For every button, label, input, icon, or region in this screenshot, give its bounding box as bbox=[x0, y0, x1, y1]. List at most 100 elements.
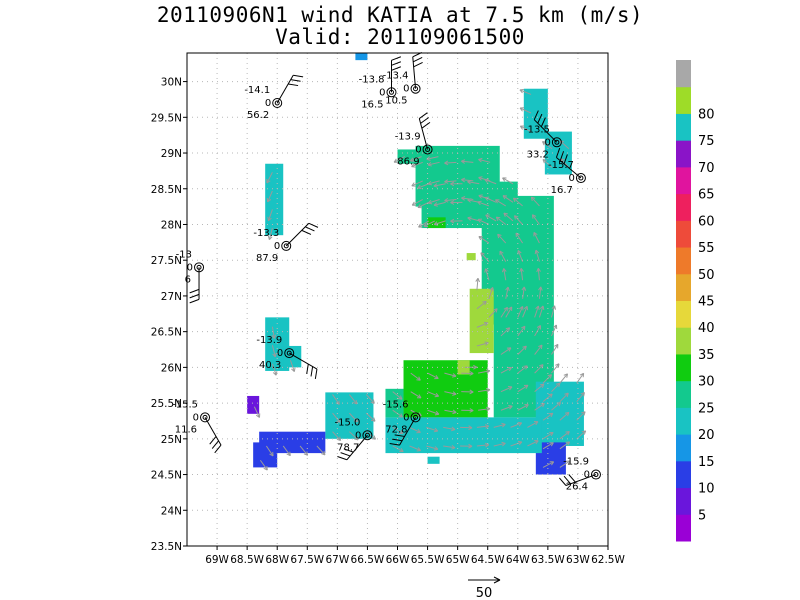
y-tick-label: 25N bbox=[161, 434, 182, 446]
x-tick-label: 63W bbox=[566, 554, 590, 566]
wind-vector bbox=[533, 232, 540, 244]
reference-vector: 50 bbox=[468, 576, 501, 600]
y-tick-label: 24N bbox=[161, 505, 182, 517]
wind-vector-head bbox=[416, 428, 421, 434]
wind-vector bbox=[417, 201, 429, 208]
wind-vector bbox=[426, 156, 439, 160]
wind-vector-head bbox=[519, 88, 524, 94]
wind-vector bbox=[253, 406, 260, 418]
wind-vector bbox=[517, 325, 526, 337]
wind-vector bbox=[538, 286, 542, 299]
station-pressure-label: -13.3 bbox=[253, 228, 279, 239]
wind-vector-head bbox=[433, 183, 438, 188]
colorbar-swatch bbox=[676, 113, 691, 141]
wind-vector bbox=[576, 430, 586, 440]
wind-barb-staff bbox=[346, 434, 368, 461]
wind-vector bbox=[427, 391, 439, 397]
wind-vector-head bbox=[547, 374, 553, 379]
wind-barb-staff bbox=[565, 474, 597, 486]
colorbar-label: 60 bbox=[698, 214, 715, 229]
station-ring-inner bbox=[286, 350, 292, 356]
wind-vector bbox=[520, 268, 524, 281]
wind-vector bbox=[316, 445, 326, 456]
station-pressure-label: -15.7 bbox=[548, 160, 574, 171]
colorbar-swatch bbox=[676, 60, 691, 88]
wind-vector bbox=[410, 372, 421, 381]
wind-barb-staff bbox=[285, 222, 310, 247]
observation-station: -15.7 016.7 bbox=[548, 147, 586, 196]
colorbar-label: 40 bbox=[698, 321, 715, 336]
station-ring-inner bbox=[578, 175, 584, 181]
station-value-label: 10.5 bbox=[385, 96, 407, 107]
wind-vector-head bbox=[519, 107, 525, 112]
wind-vector bbox=[542, 432, 554, 440]
wind-vector-head bbox=[522, 345, 527, 351]
station-pressure-label: -15.6 bbox=[383, 399, 409, 410]
wind-vector bbox=[542, 461, 554, 468]
wind-vector bbox=[500, 347, 512, 355]
wind-vector-head bbox=[579, 372, 585, 378]
wind-vector bbox=[510, 422, 522, 428]
wind-vector-head bbox=[480, 252, 485, 257]
wind-barb-feather bbox=[189, 298, 200, 304]
wind-vector-head bbox=[267, 235, 273, 240]
wind-vector bbox=[497, 233, 507, 244]
wind-vector bbox=[538, 305, 544, 318]
wind-vector-head bbox=[499, 250, 504, 256]
wind-vector bbox=[537, 268, 540, 281]
wind-vector bbox=[559, 411, 570, 421]
wind-barb-feather bbox=[540, 117, 546, 127]
wind-vector-head bbox=[540, 402, 545, 408]
wind-vector-head bbox=[523, 365, 528, 370]
wind-vector bbox=[542, 412, 554, 421]
observation-station: -13.3 087.9 bbox=[253, 222, 319, 264]
wind-speed-field bbox=[247, 53, 584, 475]
wind-vector-head bbox=[486, 406, 491, 412]
wind-vector bbox=[411, 180, 423, 187]
station-value-label: 6 bbox=[185, 274, 191, 285]
wind-barb-feather bbox=[310, 366, 314, 377]
wind-barb-feather bbox=[211, 440, 219, 449]
station-ring-outer bbox=[362, 430, 373, 441]
station-ring-outer bbox=[200, 412, 211, 423]
wind-vector bbox=[551, 324, 557, 337]
wind-vector bbox=[332, 431, 342, 441]
wind-vector-head bbox=[271, 334, 277, 339]
wind-vector bbox=[500, 327, 511, 337]
wind-vector-head bbox=[517, 421, 523, 427]
wind-vector bbox=[503, 212, 514, 222]
wind-vector bbox=[268, 227, 273, 240]
wind-vector bbox=[484, 179, 497, 185]
wind-vector bbox=[411, 199, 423, 206]
wind-vector-head bbox=[478, 235, 483, 241]
station-value-label: 56.2 bbox=[247, 110, 269, 121]
wind-barb-feather bbox=[412, 52, 422, 58]
wind-vector bbox=[551, 344, 559, 355]
y-tick-label: 28.5N bbox=[151, 184, 182, 196]
wind-vector-head bbox=[484, 178, 489, 183]
wind-vector bbox=[517, 365, 528, 374]
wind-vector bbox=[534, 402, 545, 411]
station-value-label: 40.3 bbox=[259, 360, 281, 371]
wind-vector bbox=[534, 364, 544, 374]
wind-vector-head bbox=[563, 373, 569, 378]
x-tick-label: 64.5W bbox=[471, 554, 505, 566]
station-zero-label: 0 bbox=[277, 348, 283, 359]
wind-vector bbox=[426, 445, 439, 450]
wind-vector-head bbox=[519, 125, 525, 130]
wind-vector-head bbox=[535, 305, 540, 311]
wind-barb-feather bbox=[533, 110, 539, 120]
wind-vector bbox=[530, 196, 540, 207]
wind-speed-cell bbox=[469, 288, 494, 354]
wind-barb-feather bbox=[537, 113, 543, 124]
wind-speed-cell bbox=[247, 395, 260, 414]
wind-vector bbox=[514, 215, 523, 225]
wind-vector-head bbox=[521, 325, 526, 331]
wind-vector bbox=[349, 431, 359, 441]
wind-barb-feather bbox=[308, 222, 319, 228]
colorbar-swatch bbox=[676, 140, 691, 168]
wind-vector bbox=[289, 360, 295, 372]
wind-vector-head bbox=[469, 371, 474, 376]
wind-vector bbox=[485, 268, 490, 281]
wind-vector bbox=[542, 374, 552, 384]
